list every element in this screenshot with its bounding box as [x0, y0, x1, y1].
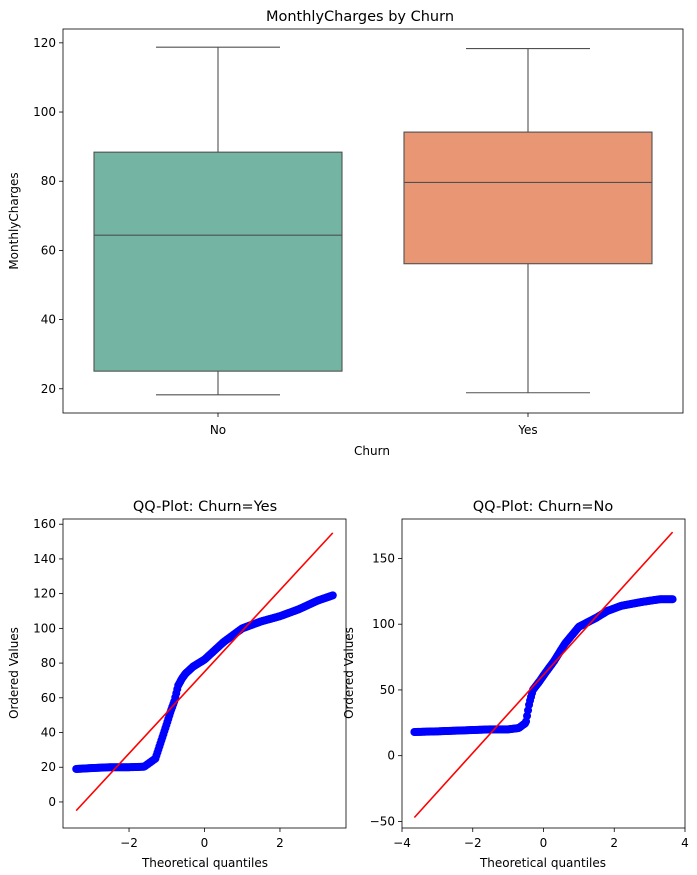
y-tick-label: 120 — [33, 36, 56, 50]
box-no — [93, 151, 343, 372]
qq-yes-title: QQ-Plot: Churn=Yes — [133, 499, 277, 515]
x-tick-label: −2 — [120, 836, 138, 850]
boxplot-axes: MonthlyCharges by Churn Churn MonthlyCha… — [7, 9, 684, 458]
x-tick-label: 2 — [276, 836, 284, 850]
x-tick-label: Yes — [517, 423, 537, 437]
y-tick-label: 80 — [41, 656, 56, 670]
qq-yes-xlabel: Theoretical quantiles — [141, 856, 268, 870]
x-tick-label: −4 — [393, 836, 411, 850]
x-tick-label: 4 — [681, 836, 689, 850]
y-tick-label: 0 — [48, 795, 56, 809]
boxplot-ylabel: MonthlyCharges — [7, 172, 21, 269]
x-tick-label: 0 — [201, 836, 209, 850]
y-tick-label: 80 — [41, 174, 56, 188]
y-tick-label: 40 — [41, 313, 56, 327]
y-tick-label: 120 — [33, 587, 56, 601]
y-tick-label: 60 — [41, 691, 56, 705]
y-tick-label: 50 — [380, 683, 395, 697]
y-tick-label: 60 — [41, 243, 56, 257]
y-tick-label: 0 — [387, 749, 395, 763]
fit-line — [75, 532, 334, 812]
qq-point — [328, 591, 337, 600]
y-tick-label: −50 — [370, 814, 395, 828]
qq-point — [668, 595, 677, 604]
y-tick-label: 40 — [41, 726, 56, 740]
x-tick-label: No — [210, 423, 226, 437]
y-tick-label: 20 — [41, 382, 56, 396]
qq-yes-frame — [62, 518, 347, 829]
x-tick-label: −2 — [464, 836, 482, 850]
y-tick-label: 150 — [372, 551, 395, 565]
y-tick-label: 20 — [41, 760, 56, 774]
y-tick-label: 100 — [372, 617, 395, 631]
boxplot-frame — [62, 28, 684, 414]
x-tick-label: 2 — [610, 836, 618, 850]
qq-no-frame — [401, 518, 686, 829]
boxplot-title: MonthlyCharges by Churn — [266, 9, 454, 25]
qq-no-axes: QQ-Plot: Churn=No Theoretical quantiles … — [342, 499, 689, 870]
y-tick-label: 100 — [33, 621, 56, 635]
qq-yes-ylabel: Ordered Values — [7, 627, 21, 719]
y-tick-label: 160 — [33, 517, 56, 531]
y-tick-label: 140 — [33, 552, 56, 566]
x-tick-label: 0 — [540, 836, 548, 850]
y-tick-label: 100 — [33, 105, 56, 119]
qq-yes-axes: QQ-Plot: Churn=Yes Theoretical quantiles… — [7, 499, 347, 870]
fit-line — [413, 531, 674, 819]
qq-no-ylabel: Ordered Values — [342, 627, 356, 719]
qq-no-title: QQ-Plot: Churn=No — [473, 499, 614, 515]
box-yes — [403, 131, 653, 265]
qq-no-xlabel: Theoretical quantiles — [479, 856, 606, 870]
boxplot-xlabel: Churn — [354, 444, 390, 458]
